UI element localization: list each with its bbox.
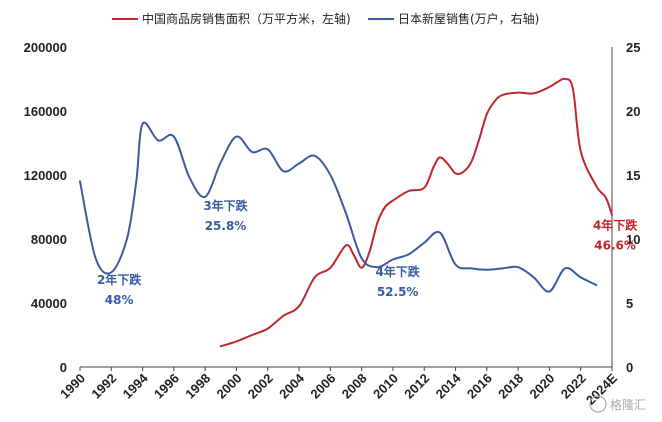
x-tick-label: 2004 xyxy=(276,370,308,402)
right-tick-label: 25 xyxy=(626,40,640,55)
x-tick-label: 2008 xyxy=(339,371,370,402)
series-line-japan-new-homes xyxy=(79,121,598,293)
legend: 中国商品房销售面积（万平方米，左轴) 日本新屋销售(万户，右轴) xyxy=(112,11,539,26)
left-tick-label: 80000 xyxy=(31,232,67,247)
annotation-label-3: 4年下跌 xyxy=(375,264,420,279)
right-tick-label: 0 xyxy=(626,360,633,375)
x-tick-label: 1998 xyxy=(182,371,213,402)
series-line-china-sales-area xyxy=(219,77,613,348)
legend-label-1: 中国商品房销售面积（万平方米，左轴) xyxy=(142,11,351,26)
x-tick-label: 2006 xyxy=(307,371,338,402)
left-tick-label: 40000 xyxy=(31,296,67,311)
left-tick-label: 0 xyxy=(60,360,67,375)
x-tick-label: 2012 xyxy=(401,371,432,402)
annotation-label-2: 3年下跌 xyxy=(203,198,248,213)
x-tick-label: 2000 xyxy=(214,371,245,402)
annotations: 2年下跌 48% 3年下跌 25.8% 4年下跌 52.5% 4年下跌 46.6% xyxy=(97,198,638,307)
x-axis: 1990 1992 1994 1996 1998 2000 2002 2004 2006 2008… xyxy=(57,366,620,408)
watermark-logo-icon xyxy=(589,395,607,413)
annotation-value-4: 46.6% xyxy=(594,238,636,252)
right-tick-label: 15 xyxy=(626,168,640,183)
right-tick-label: 5 xyxy=(626,296,633,311)
x-tick-label: 1996 xyxy=(151,371,182,402)
left-tick-label: 120000 xyxy=(24,168,67,183)
x-tick-label: 2010 xyxy=(370,371,401,402)
x-tick-label: 2014 xyxy=(433,370,465,402)
annotation-value-3: 52.5% xyxy=(377,285,419,299)
left-y-axis: 0 40000 80000 120000 160000 200000 xyxy=(24,40,67,375)
annotation-value-2: 25.8% xyxy=(205,219,247,233)
x-tick-label: 2020 xyxy=(526,371,557,402)
x-tick-label: 1994 xyxy=(120,370,152,402)
watermark-text: 格隆汇 xyxy=(610,397,646,412)
right-tick-label: 10 xyxy=(626,232,640,247)
watermark: 格隆汇 xyxy=(589,395,646,413)
x-tick-label: 2018 xyxy=(495,371,526,402)
x-tick-label: 1992 xyxy=(88,371,119,402)
x-tick-label: 2016 xyxy=(464,371,495,402)
left-tick-label: 200000 xyxy=(24,40,67,55)
right-y-axis: 0 5 10 15 20 25 xyxy=(611,40,640,375)
x-tick-label: 2002 xyxy=(245,371,276,402)
x-tick-label: 1990 xyxy=(57,371,88,402)
right-tick-label: 20 xyxy=(626,104,640,119)
annotation-label-4: 4年下跌 xyxy=(593,217,638,232)
left-tick-label: 160000 xyxy=(24,104,67,119)
legend-label-2: 日本新屋销售(万户，右轴) xyxy=(398,11,539,26)
annotation-label-1: 2年下跌 xyxy=(97,272,142,287)
series-layer xyxy=(79,77,613,348)
annotation-value-1: 48% xyxy=(105,293,134,307)
